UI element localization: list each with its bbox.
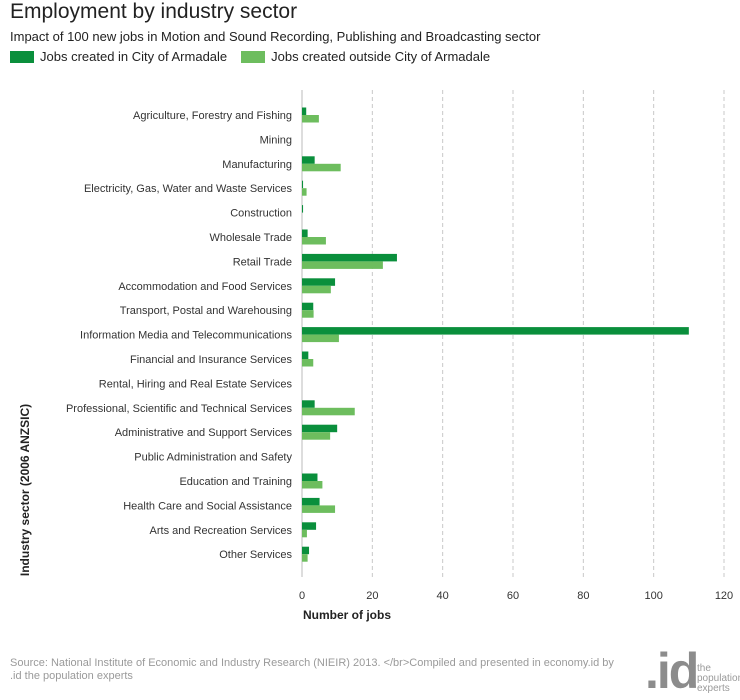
bar-inside xyxy=(302,180,304,189)
brand-tagline-1: the xyxy=(697,663,711,674)
bar-outside xyxy=(302,261,383,269)
bar-outside xyxy=(302,529,307,538)
bar-inside xyxy=(302,522,317,530)
y-tick-label: Manufacturing xyxy=(222,159,292,171)
legend-label-inside: Jobs created in City of Armadale xyxy=(40,49,228,64)
bar-outside xyxy=(302,237,326,245)
chart-title: Employment by industry sector xyxy=(10,0,298,23)
y-tick-label: Administrative and Support Services xyxy=(115,427,293,439)
bar-inside xyxy=(302,107,307,115)
y-tick-label: Accommodation and Food Services xyxy=(118,281,292,293)
bar-inside xyxy=(302,546,310,555)
bar-outside xyxy=(302,188,307,196)
bar-chart: 0 20 40 60 80 100 120 Agriculture, Forestry and… xyxy=(18,90,733,622)
bar-inside xyxy=(302,327,689,335)
x-tick-label: 0 xyxy=(299,590,305,602)
legend-item-inside[interactable]: Jobs created in City of Armadale xyxy=(10,49,227,64)
y-tick-label: Public Administration and Safety xyxy=(134,452,292,464)
source-footnote: Source: National Institute of Economic a… xyxy=(10,657,614,682)
brand-tagline-2: population xyxy=(697,673,740,684)
bar-inside xyxy=(302,205,304,213)
x-tick-label: 100 xyxy=(644,590,662,602)
brand-tagline: the population experts xyxy=(697,664,740,694)
bar-inside xyxy=(302,424,338,433)
legend: Jobs created in City of Armadale Jobs cr… xyxy=(10,49,504,64)
bar-outside xyxy=(302,407,355,416)
bar-outside xyxy=(302,285,331,294)
legend-swatch-outside xyxy=(241,50,266,63)
legend-label-outside: Jobs created outside City of Armadale xyxy=(271,49,491,64)
bar-outside xyxy=(302,359,314,367)
x-tick-label: 60 xyxy=(507,590,519,602)
y-tick-label: Health Care and Social Assistance xyxy=(123,500,292,512)
x-tick-label: 20 xyxy=(366,590,378,602)
y-tick-label: Rental, Hiring and Real Estate Services xyxy=(99,378,293,390)
bar-inside xyxy=(302,156,315,164)
y-tick-label: Other Services xyxy=(219,549,292,561)
bar-inside xyxy=(302,497,320,506)
bar-inside xyxy=(302,229,308,237)
bar-outside xyxy=(302,310,314,318)
bar-inside xyxy=(302,351,309,359)
legend-item-outside[interactable]: Jobs created outside City of Armadale xyxy=(241,49,490,64)
brand-tagline-3: experts xyxy=(697,683,730,694)
bar-inside xyxy=(302,302,314,311)
y-tick-label: Mining xyxy=(260,134,292,146)
bar-outside xyxy=(302,334,339,343)
y-tick-label: Financial and Insurance Services xyxy=(130,354,293,366)
bar-outside xyxy=(302,115,319,123)
y-axis-title: Industry sector (2006 ANZSIC) xyxy=(18,404,32,576)
bar-inside xyxy=(302,278,336,286)
bar-outside xyxy=(302,432,331,440)
x-axis-title: Number of jobs xyxy=(303,608,391,622)
x-tick-label: 80 xyxy=(577,590,589,602)
bar-outside xyxy=(302,481,323,489)
brand-logo[interactable]: .id the population experts xyxy=(645,643,740,700)
bar-outside xyxy=(302,505,336,513)
bar-inside xyxy=(302,400,315,408)
y-tick-label: Wholesale Trade xyxy=(209,232,292,244)
brand-logo-mark: .id xyxy=(645,643,699,699)
y-tick-label: Agriculture, Forestry and Fishing xyxy=(133,110,292,122)
bar-inside xyxy=(302,253,397,262)
legend-swatch-inside xyxy=(10,50,34,63)
y-tick-label: Construction xyxy=(230,208,292,220)
bar-inside xyxy=(302,473,318,481)
bar-outside xyxy=(302,163,341,172)
y-tick-label: Education and Training xyxy=(179,476,292,488)
y-tick-label: Professional, Scientific and Technical S… xyxy=(66,403,293,415)
y-tick-label: Retail Trade xyxy=(233,256,292,268)
y-tick-label: Arts and Recreation Services xyxy=(150,525,293,537)
y-tick-label: Electricity, Gas, Water and Waste Servic… xyxy=(84,183,293,195)
x-tick-label: 120 xyxy=(715,590,733,602)
bar-outside xyxy=(302,554,308,562)
y-tick-label: Transport, Postal and Warehousing xyxy=(120,305,292,317)
y-tick-label: Information Media and Telecommunications xyxy=(80,330,292,342)
x-tick-label: 40 xyxy=(437,590,449,602)
chart-subtitle: Impact of 100 new jobs in Motion and Sou… xyxy=(10,29,541,44)
